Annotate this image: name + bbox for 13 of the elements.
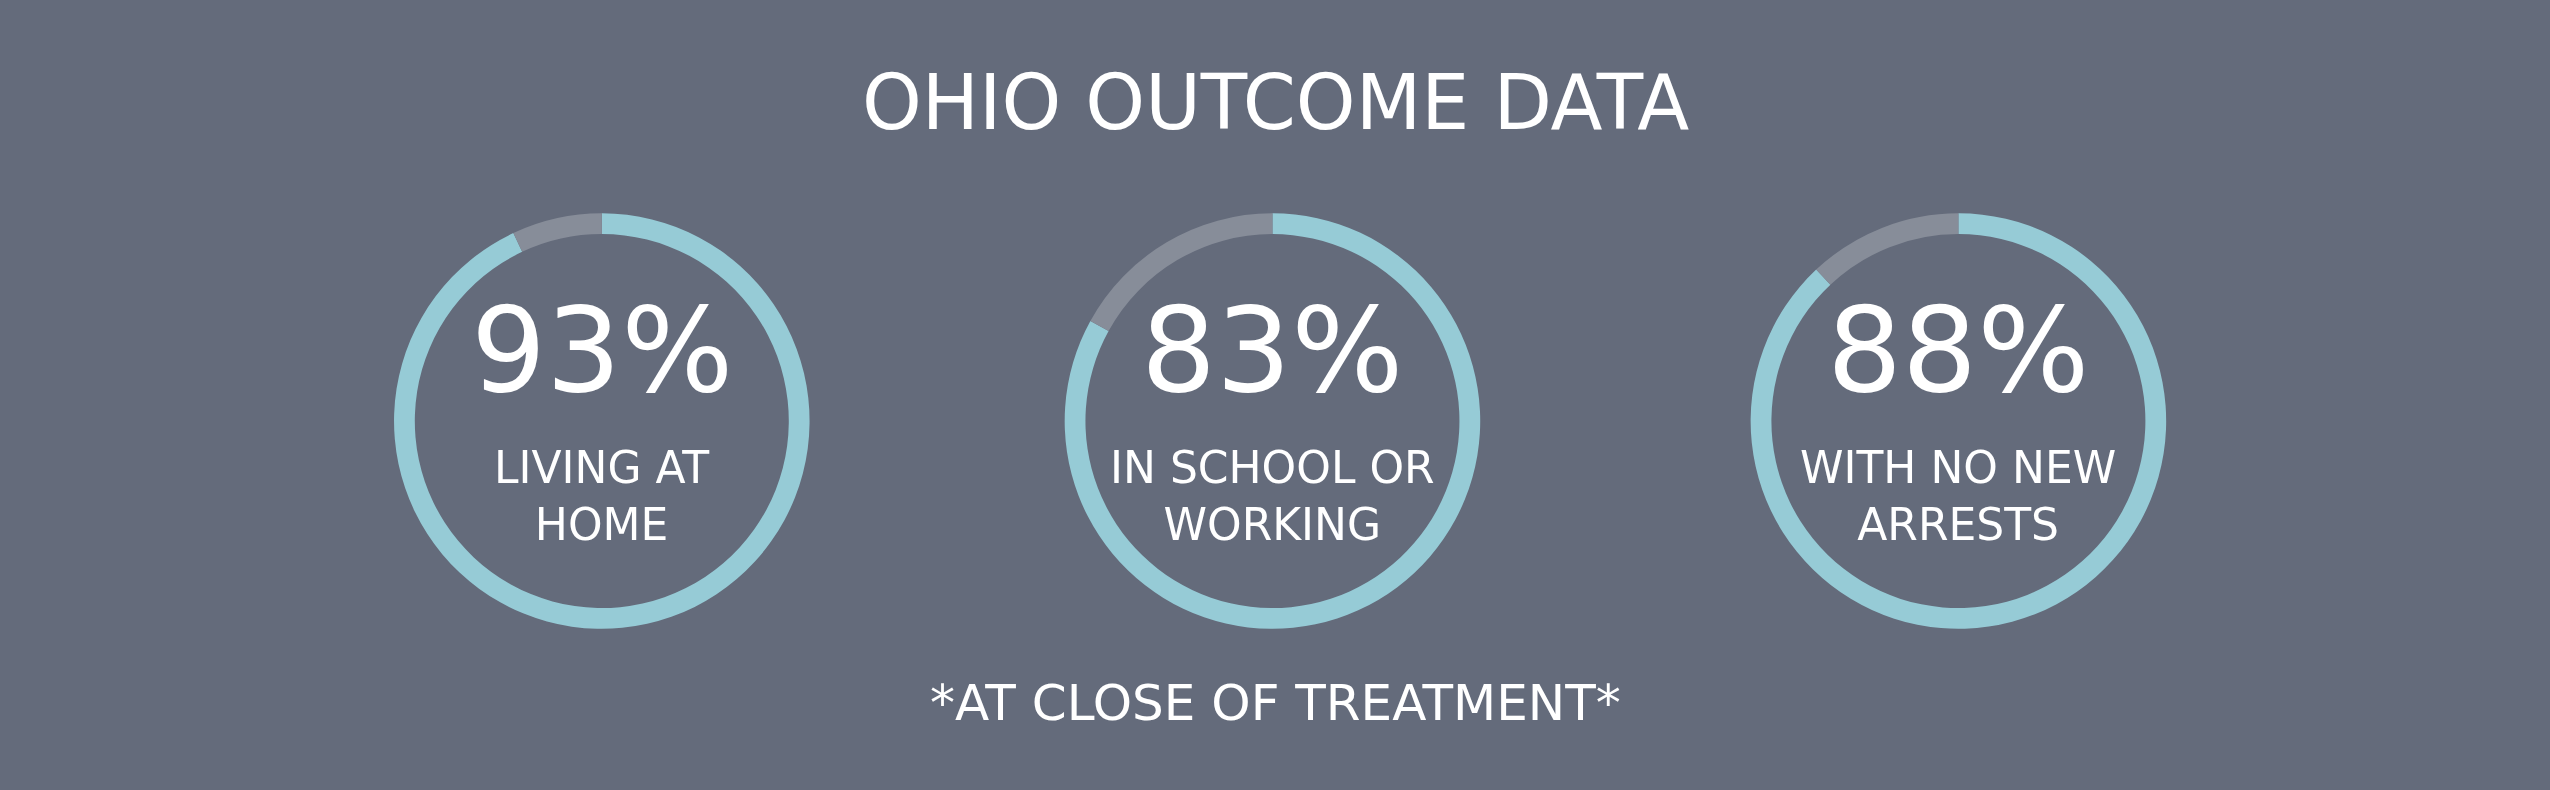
text: IN SCHOOL OR WORKING [1110, 442, 1435, 551]
donut-slice [513, 213, 602, 252]
data-label: 83% [1141, 281, 1404, 419]
donut-slice [1750, 213, 2167, 629]
text: *AT CLOSE OF TREATMENT* [930, 674, 1621, 732]
donut-slice [1816, 213, 1959, 285]
data-label: 93% [471, 281, 734, 419]
text: WITH NO NEW ARRESTS [1800, 442, 2117, 551]
donut-slice [1064, 213, 1481, 629]
data-label: 88% [1827, 281, 2090, 419]
text: OHIO OUTCOME DATA [862, 58, 1690, 147]
donut-slice [394, 213, 810, 629]
text: LIVING AT HOME [494, 442, 710, 551]
